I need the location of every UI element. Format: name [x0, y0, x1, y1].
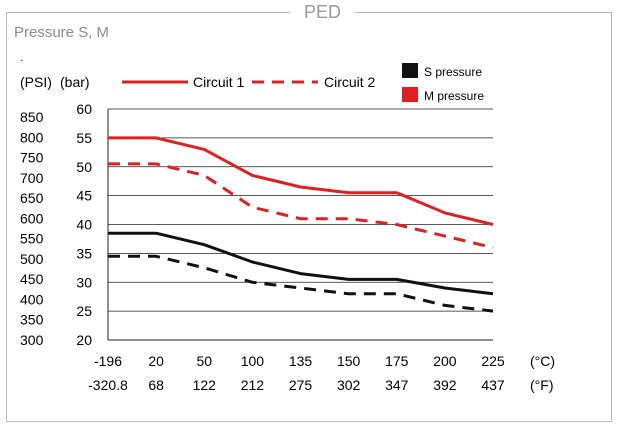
x-celsius-tick-label: 20: [148, 353, 164, 369]
y-axis-psi-label: (PSI): [20, 74, 52, 90]
x-celsius-tick-label: 50: [196, 353, 212, 369]
x-axis-fahrenheit-unit: (°F): [530, 377, 553, 393]
y-psi-tick-label: 800: [20, 129, 44, 145]
x-fahrenheit-tick-label: 275: [289, 377, 313, 393]
x-celsius-tick-label: 225: [481, 353, 505, 369]
y-psi-tick-label: 850: [20, 109, 44, 125]
y-psi-tick-label: 650: [20, 190, 44, 206]
legend-s-pressure-swatch: [402, 63, 418, 78]
legend-m-pressure-swatch: [402, 87, 418, 102]
y-bar-tick-label: 30: [76, 274, 92, 290]
legend-circuit1-label: Circuit 1: [193, 74, 245, 90]
y-psi-tick-label: 400: [20, 291, 44, 307]
x-fahrenheit-tick-label: 437: [481, 377, 505, 393]
panel-title: PED: [290, 2, 356, 22]
y-psi-tick-label: 550: [20, 231, 44, 247]
x-fahrenheit-tick-label: 347: [385, 377, 409, 393]
y-psi-tick-label: 350: [20, 312, 44, 328]
legend-circuit2-label: Circuit 2: [324, 74, 376, 90]
x-fahrenheit-tick-label: 68: [148, 377, 164, 393]
m-pressure-circuit2-line: [108, 162, 494, 250]
x-axis-celsius-unit: (°C): [530, 353, 555, 369]
panel-subtitle: Pressure S, M: [14, 24, 110, 41]
y-bar-tick-label: 55: [76, 130, 92, 146]
x-fahrenheit-tick-label: -320.8: [88, 377, 128, 393]
x-fahrenheit-tick-label: 392: [433, 377, 457, 393]
s-pressure-circuit1-line: [108, 231, 494, 296]
y-psi-tick-label: 450: [20, 271, 44, 287]
y-bar-tick-label: 40: [76, 217, 92, 233]
y-axis-bar-label: (bar): [60, 74, 90, 90]
x-celsius-tick-label: -196: [94, 353, 122, 369]
y-bar-tick-label: 50: [76, 159, 92, 175]
x-fahrenheit-tick-label: 122: [193, 377, 217, 393]
y-psi-tick-label: 600: [20, 210, 44, 226]
x-fahrenheit-tick-label: 212: [241, 377, 265, 393]
y-psi-tick-label: 750: [20, 150, 44, 166]
x-celsius-tick-label: 175: [385, 353, 409, 369]
x-celsius-tick-label: 200: [433, 353, 457, 369]
m-pressure-circuit1-line: [108, 136, 494, 226]
y-bar-tick-label: 60: [76, 101, 92, 117]
x-celsius-tick-label: 135: [289, 353, 313, 369]
panel-dot: .: [20, 50, 24, 64]
y-bar-tick-label: 45: [76, 188, 92, 204]
y-bar-tick-label: 20: [76, 332, 92, 348]
y-bar-tick-label: 35: [76, 245, 92, 261]
x-celsius-tick-label: 100: [241, 353, 265, 369]
y-psi-tick-label: 500: [20, 251, 44, 267]
x-fahrenheit-tick-label: 302: [337, 377, 361, 393]
x-celsius-tick-label: 150: [337, 353, 361, 369]
s-pressure-circuit2-line: [108, 254, 494, 313]
legend-s-pressure-label: S pressure: [424, 65, 482, 79]
y-psi-tick-label: 700: [20, 170, 44, 186]
y-bar-tick-label: 25: [76, 303, 92, 319]
legend-m-pressure-label: M pressure: [424, 89, 484, 103]
y-psi-tick-label: 300: [20, 332, 44, 348]
